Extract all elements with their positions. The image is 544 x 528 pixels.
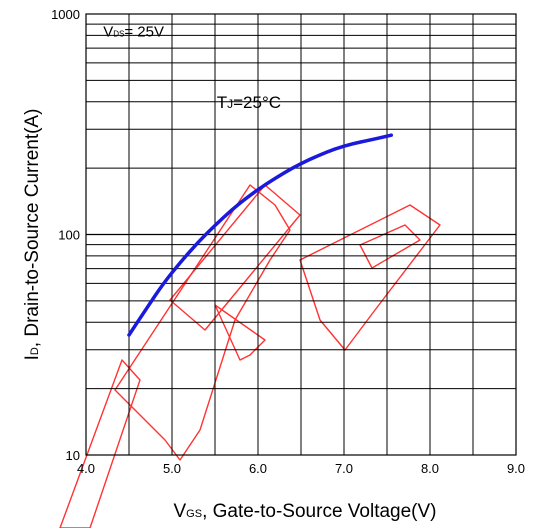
y-axis-label-sub: D — [29, 347, 41, 355]
x-axis-label-rest: , Gate-to-Source Voltage(V) — [202, 501, 436, 522]
x-tick-label: 9.0 — [507, 461, 525, 476]
watermark-stroke — [169, 184, 301, 331]
x-axis-label-sub: GS — [186, 508, 202, 520]
x-axis-label: VGS, Gate-to-Source Voltage(V) — [173, 501, 436, 522]
annotation-vds-rest: = 25V — [124, 24, 164, 41]
annotation-tj-main: T — [217, 93, 227, 112]
annotation-tj: TJ=25°C — [217, 93, 281, 112]
watermark-stroke — [359, 224, 421, 269]
x-tick-label: 5.0 — [163, 461, 181, 476]
x-tick-label: 4.0 — [77, 461, 95, 476]
annotation-tj-rest: =25°C — [233, 93, 281, 112]
annotation-vds-main: V — [103, 24, 113, 41]
x-tick-labels: 4.0 5.0 6.0 7.0 8.0 9.0 — [77, 461, 525, 476]
x-tick-label: 7.0 — [335, 461, 353, 476]
annotation-vds-sub: DS — [113, 30, 124, 39]
plot-frame — [85, 13, 517, 456]
chart-grid — [86, 14, 516, 455]
x-tick-label: 8.0 — [421, 461, 439, 476]
y-axis-label-rest: , Drain-to-Source Current(A) — [22, 109, 43, 348]
y-tick-label: 10 — [66, 448, 80, 463]
series-curve — [127, 133, 394, 337]
y-axis-label: ID, Drain-to-Source Current(A) — [22, 109, 43, 361]
watermark-stroke — [299, 204, 441, 351]
y-tick-label: 1000 — [51, 7, 80, 22]
annotations: VDS= 25V TJ=25°C — [103, 24, 281, 112]
x-axis-label-main: V — [173, 501, 186, 522]
x-tick-label: 6.0 — [249, 461, 267, 476]
y-axis-label-main: I — [22, 355, 43, 360]
watermark-logo — [59, 184, 441, 528]
y-tick-label: 100 — [58, 228, 80, 243]
y-tick-labels: 10 100 1000 — [51, 7, 80, 463]
annotation-tj-sub: J — [227, 97, 233, 111]
annotation-vds: VDS= 25V — [103, 24, 164, 41]
watermark-stroke — [59, 359, 141, 528]
series-group — [127, 133, 394, 337]
watermark-stroke — [214, 304, 266, 361]
